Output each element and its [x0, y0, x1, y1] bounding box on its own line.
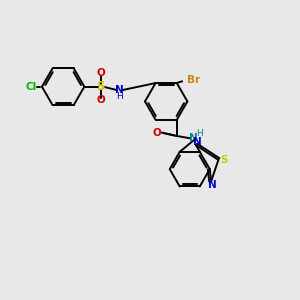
Text: Br: Br: [187, 74, 200, 85]
Text: H: H: [116, 92, 122, 101]
Text: N: N: [115, 85, 124, 95]
Text: S: S: [220, 155, 227, 165]
Text: O: O: [96, 68, 105, 78]
Text: N: N: [208, 180, 217, 190]
Text: O: O: [96, 95, 105, 105]
Text: Cl: Cl: [26, 82, 37, 92]
Text: S: S: [96, 80, 105, 93]
Text: N: N: [193, 137, 202, 147]
Text: O: O: [152, 128, 161, 138]
Text: H: H: [196, 129, 203, 138]
Text: N: N: [189, 133, 197, 143]
